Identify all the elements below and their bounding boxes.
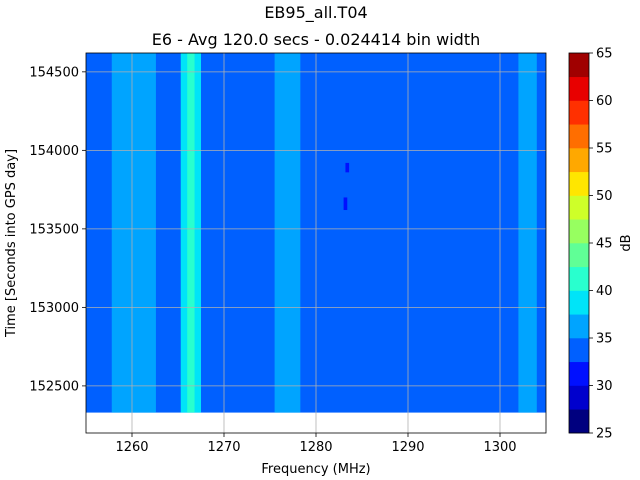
y-tick-label: 153500 <box>29 222 79 237</box>
colorbar-swatch <box>569 361 589 386</box>
colorbar-swatch <box>569 266 589 291</box>
spectrogram-band-2 <box>187 53 195 413</box>
x-tick-label: 1300 <box>483 440 516 455</box>
colorbar-swatch <box>569 219 589 244</box>
x-axis: 1260 1270 1280 1290 1300 <box>115 433 517 455</box>
spectrogram-dip-6 <box>343 197 348 211</box>
y-tick-label: 154000 <box>29 144 79 159</box>
chart-title: EB95_all.T04 <box>264 3 367 23</box>
colorbar-swatch <box>569 338 589 363</box>
colorbar-swatch <box>569 76 589 101</box>
y-axis-label: Time [Seconds into GPS day] <box>4 149 19 338</box>
colorbar-tick-label: 25 <box>596 427 613 442</box>
colorbar-swatch <box>569 53 589 78</box>
colorbar-swatch <box>569 290 589 315</box>
colorbar-tick-label: 50 <box>596 189 613 204</box>
colorbar-swatch <box>569 195 589 220</box>
colorbar-swatch <box>569 171 589 196</box>
y-tick-label: 154500 <box>29 65 79 80</box>
colorbar-swatch <box>569 124 589 149</box>
colorbar-tick-label: 60 <box>596 94 613 109</box>
colorbar-swatch <box>569 100 589 125</box>
spectrogram-band-0 <box>111 53 156 413</box>
colorbar: 25 30 35 40 45 50 55 60 65 <box>568 47 613 442</box>
y-axis: 152500 153000 153500 154000 154500 <box>29 65 86 394</box>
x-tick-label: 1270 <box>207 440 240 455</box>
x-axis-label: Frequency (MHz) <box>261 462 370 477</box>
colorbar-swatch <box>569 148 589 173</box>
spectrogram-band-4 <box>518 53 537 413</box>
colorbar-tick-label: 65 <box>596 47 613 62</box>
colorbar-label: dB <box>619 234 634 251</box>
colorbar-tick-label: 40 <box>596 284 613 299</box>
spectrogram-dip-5 <box>345 162 350 173</box>
colorbar-swatch <box>569 243 589 268</box>
colorbar-tick-label: 45 <box>596 237 613 252</box>
x-tick-label: 1290 <box>391 440 424 455</box>
x-tick-label: 1260 <box>115 440 148 455</box>
y-tick-label: 153000 <box>29 301 79 316</box>
chart-subtitle: E6 - Avg 120.0 secs - 0.024414 bin width <box>152 30 480 49</box>
colorbar-tick-label: 55 <box>596 142 613 157</box>
plot-area <box>85 52 547 434</box>
colorbar-swatch <box>569 314 589 339</box>
y-tick-label: 152500 <box>29 379 79 394</box>
x-tick-label: 1280 <box>299 440 332 455</box>
colorbar-swatch <box>569 385 589 410</box>
colorbar-swatch <box>569 409 589 434</box>
colorbar-tick-label: 35 <box>596 332 613 347</box>
spectrogram-band-3 <box>274 53 301 413</box>
colorbar-tick-label: 30 <box>596 379 613 394</box>
